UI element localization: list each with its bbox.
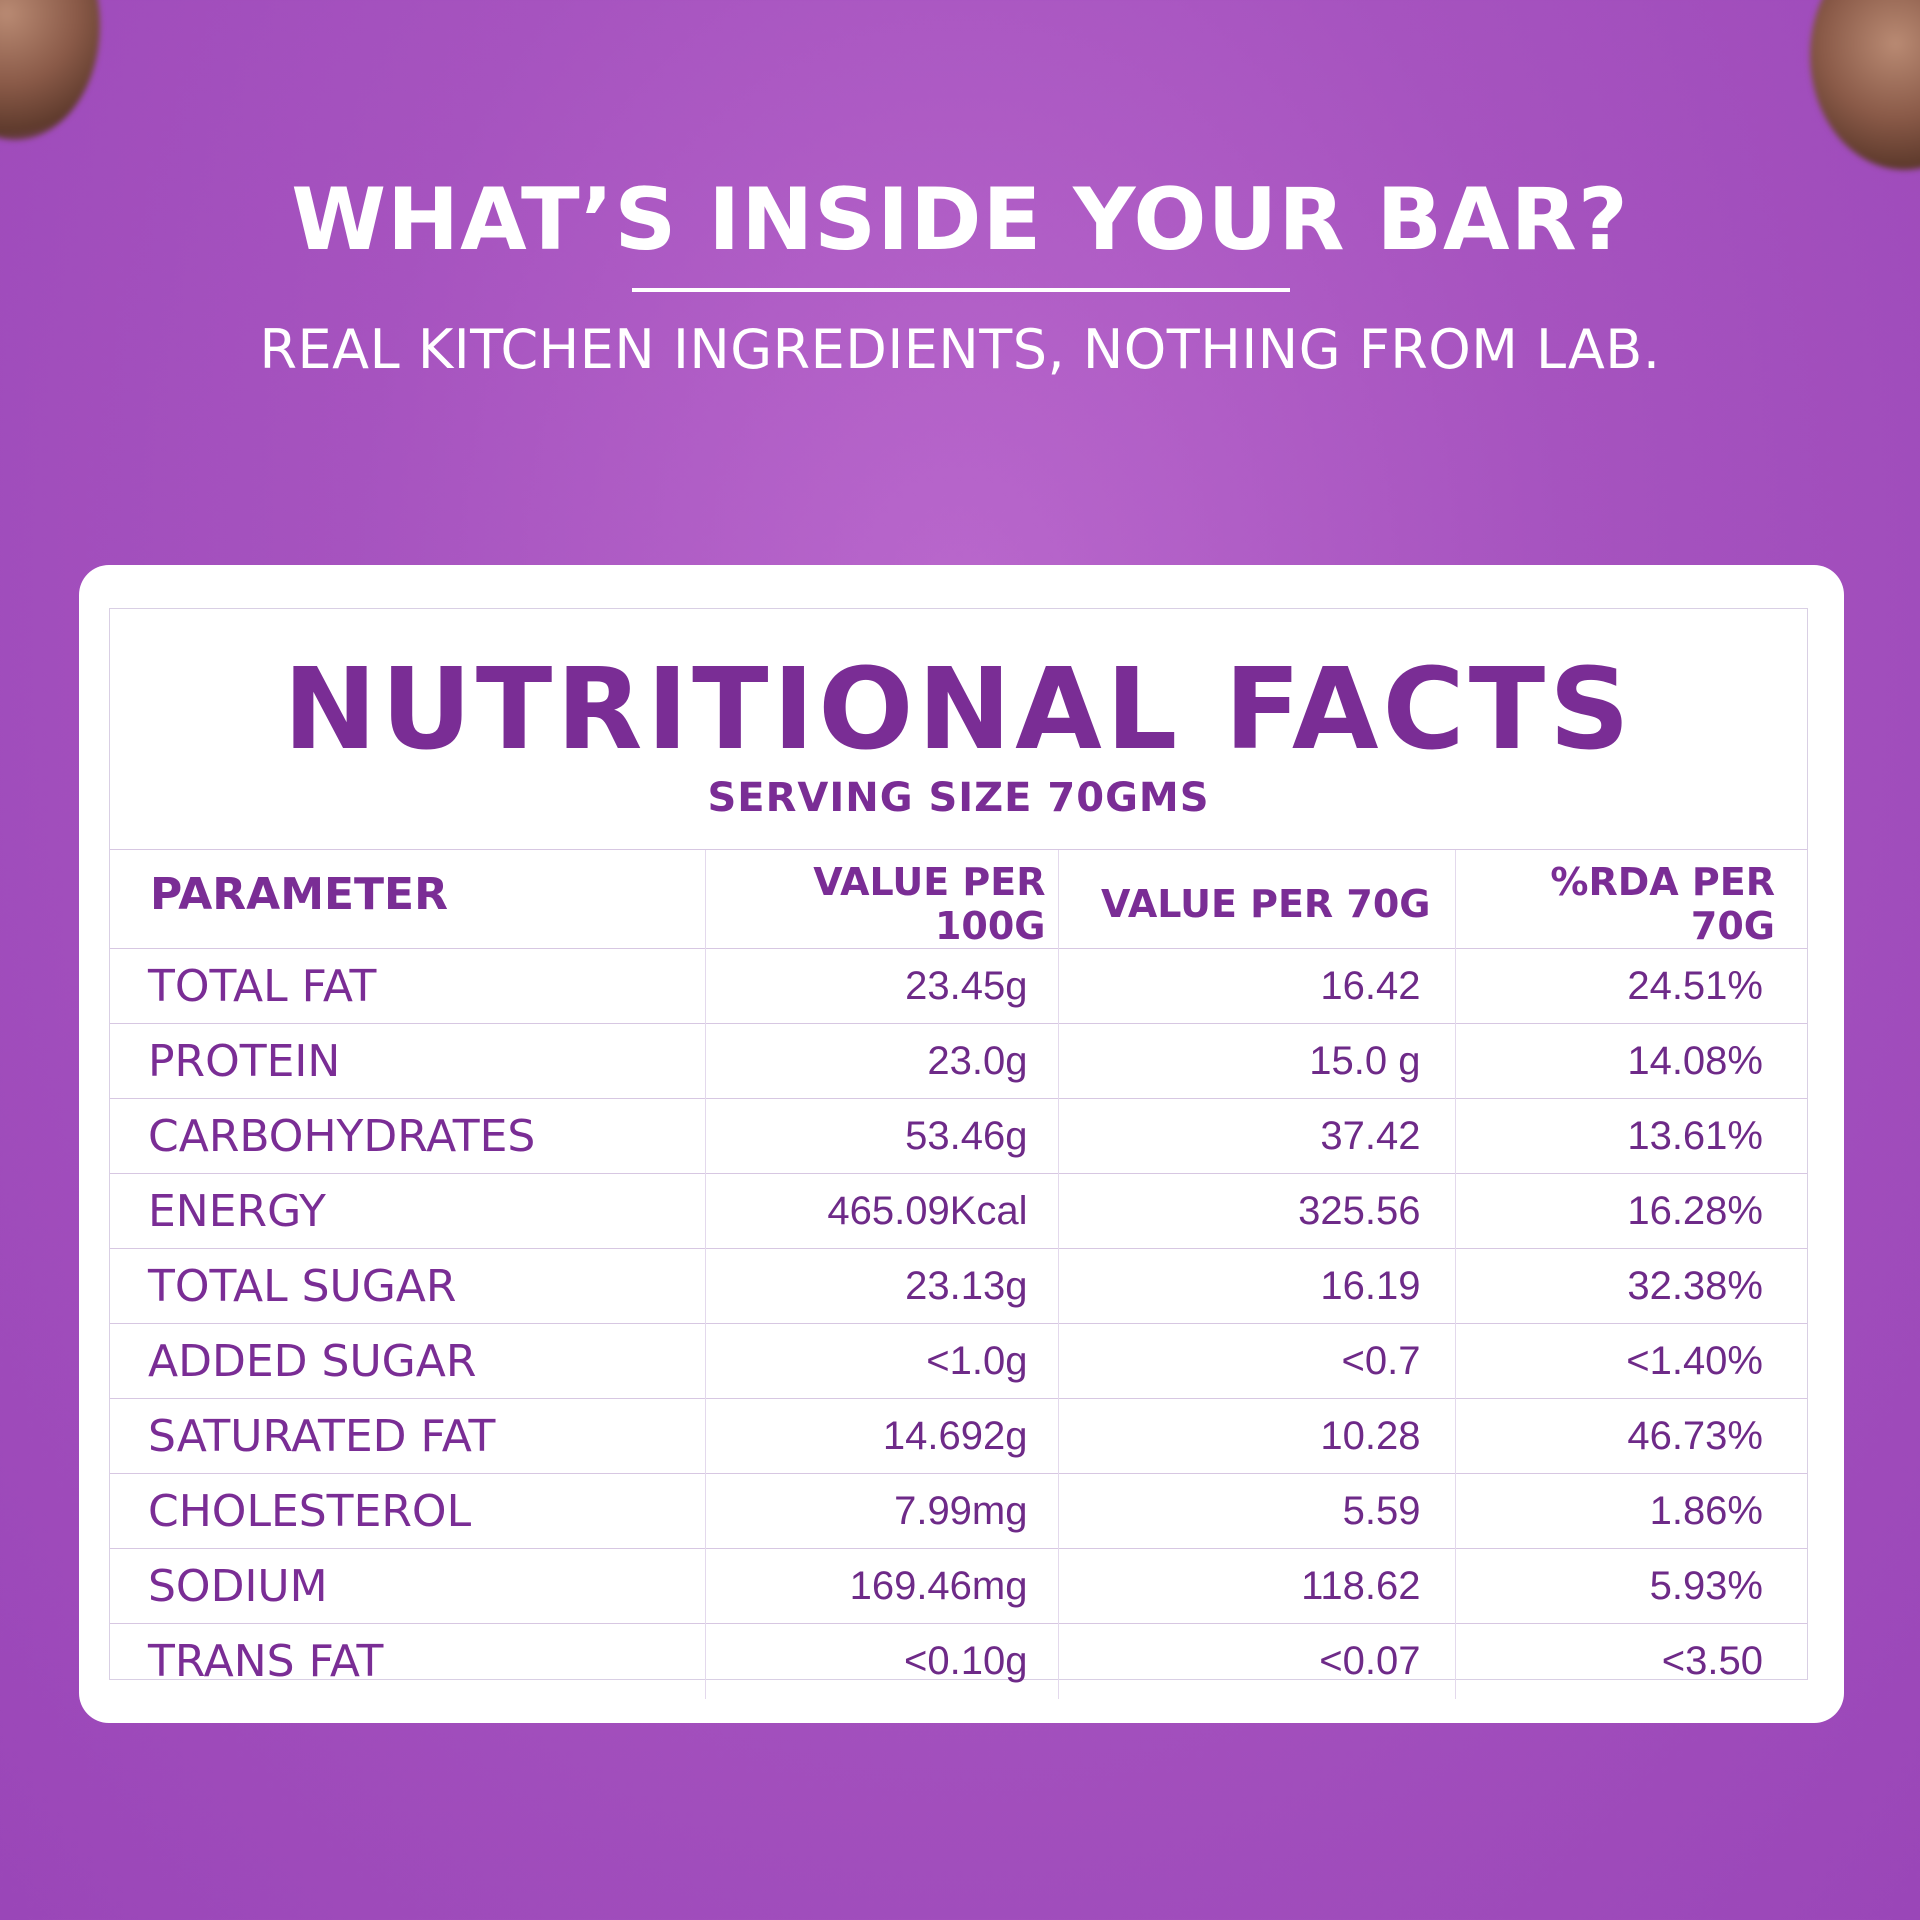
per-70g-cell: 5.59 — [1057, 1473, 1455, 1549]
rda-cell: 32.38% — [1454, 1248, 1807, 1324]
page-subheadline: REAL KITCHEN INGREDIENTS, NOTHING FROM L… — [259, 318, 1661, 381]
parameter-cell: ENERGY — [110, 1173, 705, 1249]
almond-image-top-left — [0, 0, 100, 140]
table-row: PROTEIN 23.0g 15.0 g 14.08% — [110, 1023, 1807, 1099]
parameter-cell: ADDED SUGAR — [110, 1323, 705, 1399]
per-100g-cell: 465.09Kcal — [704, 1173, 1058, 1249]
headline-underline — [632, 288, 1290, 292]
per-100g-cell: 23.13g — [704, 1248, 1058, 1324]
table-row: SATURATED FAT 14.692g 10.28 46.73% — [110, 1398, 1807, 1474]
per-70g-cell: 15.0 g — [1057, 1023, 1455, 1099]
table-row: CARBOHYDRATES 53.46g 37.42 13.61% — [110, 1098, 1807, 1174]
per-70g-cell: <0.7 — [1057, 1323, 1455, 1399]
parameter-cell: TOTAL FAT — [110, 948, 705, 1024]
rda-cell: 13.61% — [1454, 1098, 1807, 1174]
serving-size-label: SERVING SIZE 70GMS — [707, 775, 1210, 821]
per-100g-cell: 169.46mg — [704, 1548, 1058, 1624]
column-header-per-70g: VALUE PER 70G — [1057, 849, 1455, 949]
rda-cell: 24.51% — [1454, 948, 1807, 1024]
table-header-row: PARAMETER VALUE PER 100G VALUE PER 70G %… — [110, 849, 1807, 949]
parameter-cell: CHOLESTEROL — [110, 1473, 705, 1549]
rda-cell: 5.93% — [1454, 1548, 1807, 1624]
page-headline: WHAT’S INSIDE YOUR BAR? — [291, 170, 1629, 270]
table-row: ADDED SUGAR <1.0g <0.7 <1.40% — [110, 1323, 1807, 1399]
almond-image-top-right — [1810, 0, 1920, 170]
per-70g-cell: 16.42 — [1057, 948, 1455, 1024]
per-70g-cell: <0.07 — [1057, 1623, 1455, 1699]
nutrition-panel: NUTRITIONAL FACTS SERVING SIZE 70GMS PAR… — [109, 608, 1808, 1699]
parameter-cell: SODIUM — [110, 1548, 705, 1624]
per-70g-cell: 325.56 — [1057, 1173, 1455, 1249]
per-100g-cell: <1.0g — [704, 1323, 1058, 1399]
per-100g-cell: 7.99mg — [704, 1473, 1058, 1549]
parameter-cell: CARBOHYDRATES — [110, 1098, 705, 1174]
rda-cell: 14.08% — [1454, 1023, 1807, 1099]
nutrition-table: PARAMETER VALUE PER 100G VALUE PER 70G %… — [110, 849, 1807, 1699]
rda-cell: <1.40% — [1454, 1323, 1807, 1399]
column-header-rda: %RDA PER 70G — [1454, 849, 1807, 949]
table-row: CHOLESTEROL 7.99mg 5.59 1.86% — [110, 1473, 1807, 1549]
per-100g-cell: 53.46g — [704, 1098, 1058, 1174]
table-row: TRANS FAT <0.10g <0.07 <3.50 — [110, 1623, 1807, 1699]
column-header-parameter: PARAMETER — [110, 849, 705, 949]
rda-cell: 16.28% — [1454, 1173, 1807, 1249]
rda-cell: 1.86% — [1454, 1473, 1807, 1549]
table-row: ENERGY 465.09Kcal 325.56 16.28% — [110, 1173, 1807, 1249]
nutrition-title: NUTRITIONAL FACTS — [283, 645, 1634, 775]
per-100g-cell: <0.10g — [704, 1623, 1058, 1699]
parameter-cell: TOTAL SUGAR — [110, 1248, 705, 1324]
per-70g-cell: 16.19 — [1057, 1248, 1455, 1324]
table-row: TOTAL FAT 23.45g 16.42 24.51% — [110, 948, 1807, 1024]
per-70g-cell: 118.62 — [1057, 1548, 1455, 1624]
parameter-cell: PROTEIN — [110, 1023, 705, 1099]
per-100g-cell: 23.0g — [704, 1023, 1058, 1099]
rda-cell: 46.73% — [1454, 1398, 1807, 1474]
table-row: SODIUM 169.46mg 118.62 5.93% — [110, 1548, 1807, 1624]
per-100g-cell: 14.692g — [704, 1398, 1058, 1474]
rda-cell: <3.50 — [1454, 1623, 1807, 1699]
table-row: TOTAL SUGAR 23.13g 16.19 32.38% — [110, 1248, 1807, 1324]
nutrition-card: NUTRITIONAL FACTS SERVING SIZE 70GMS PAR… — [79, 565, 1844, 1723]
per-100g-cell: 23.45g — [704, 948, 1058, 1024]
column-header-per-100g: VALUE PER 100G — [704, 849, 1058, 949]
per-70g-cell: 10.28 — [1057, 1398, 1455, 1474]
per-70g-cell: 37.42 — [1057, 1098, 1455, 1174]
parameter-cell: TRANS FAT — [110, 1623, 705, 1699]
parameter-cell: SATURATED FAT — [110, 1398, 705, 1474]
